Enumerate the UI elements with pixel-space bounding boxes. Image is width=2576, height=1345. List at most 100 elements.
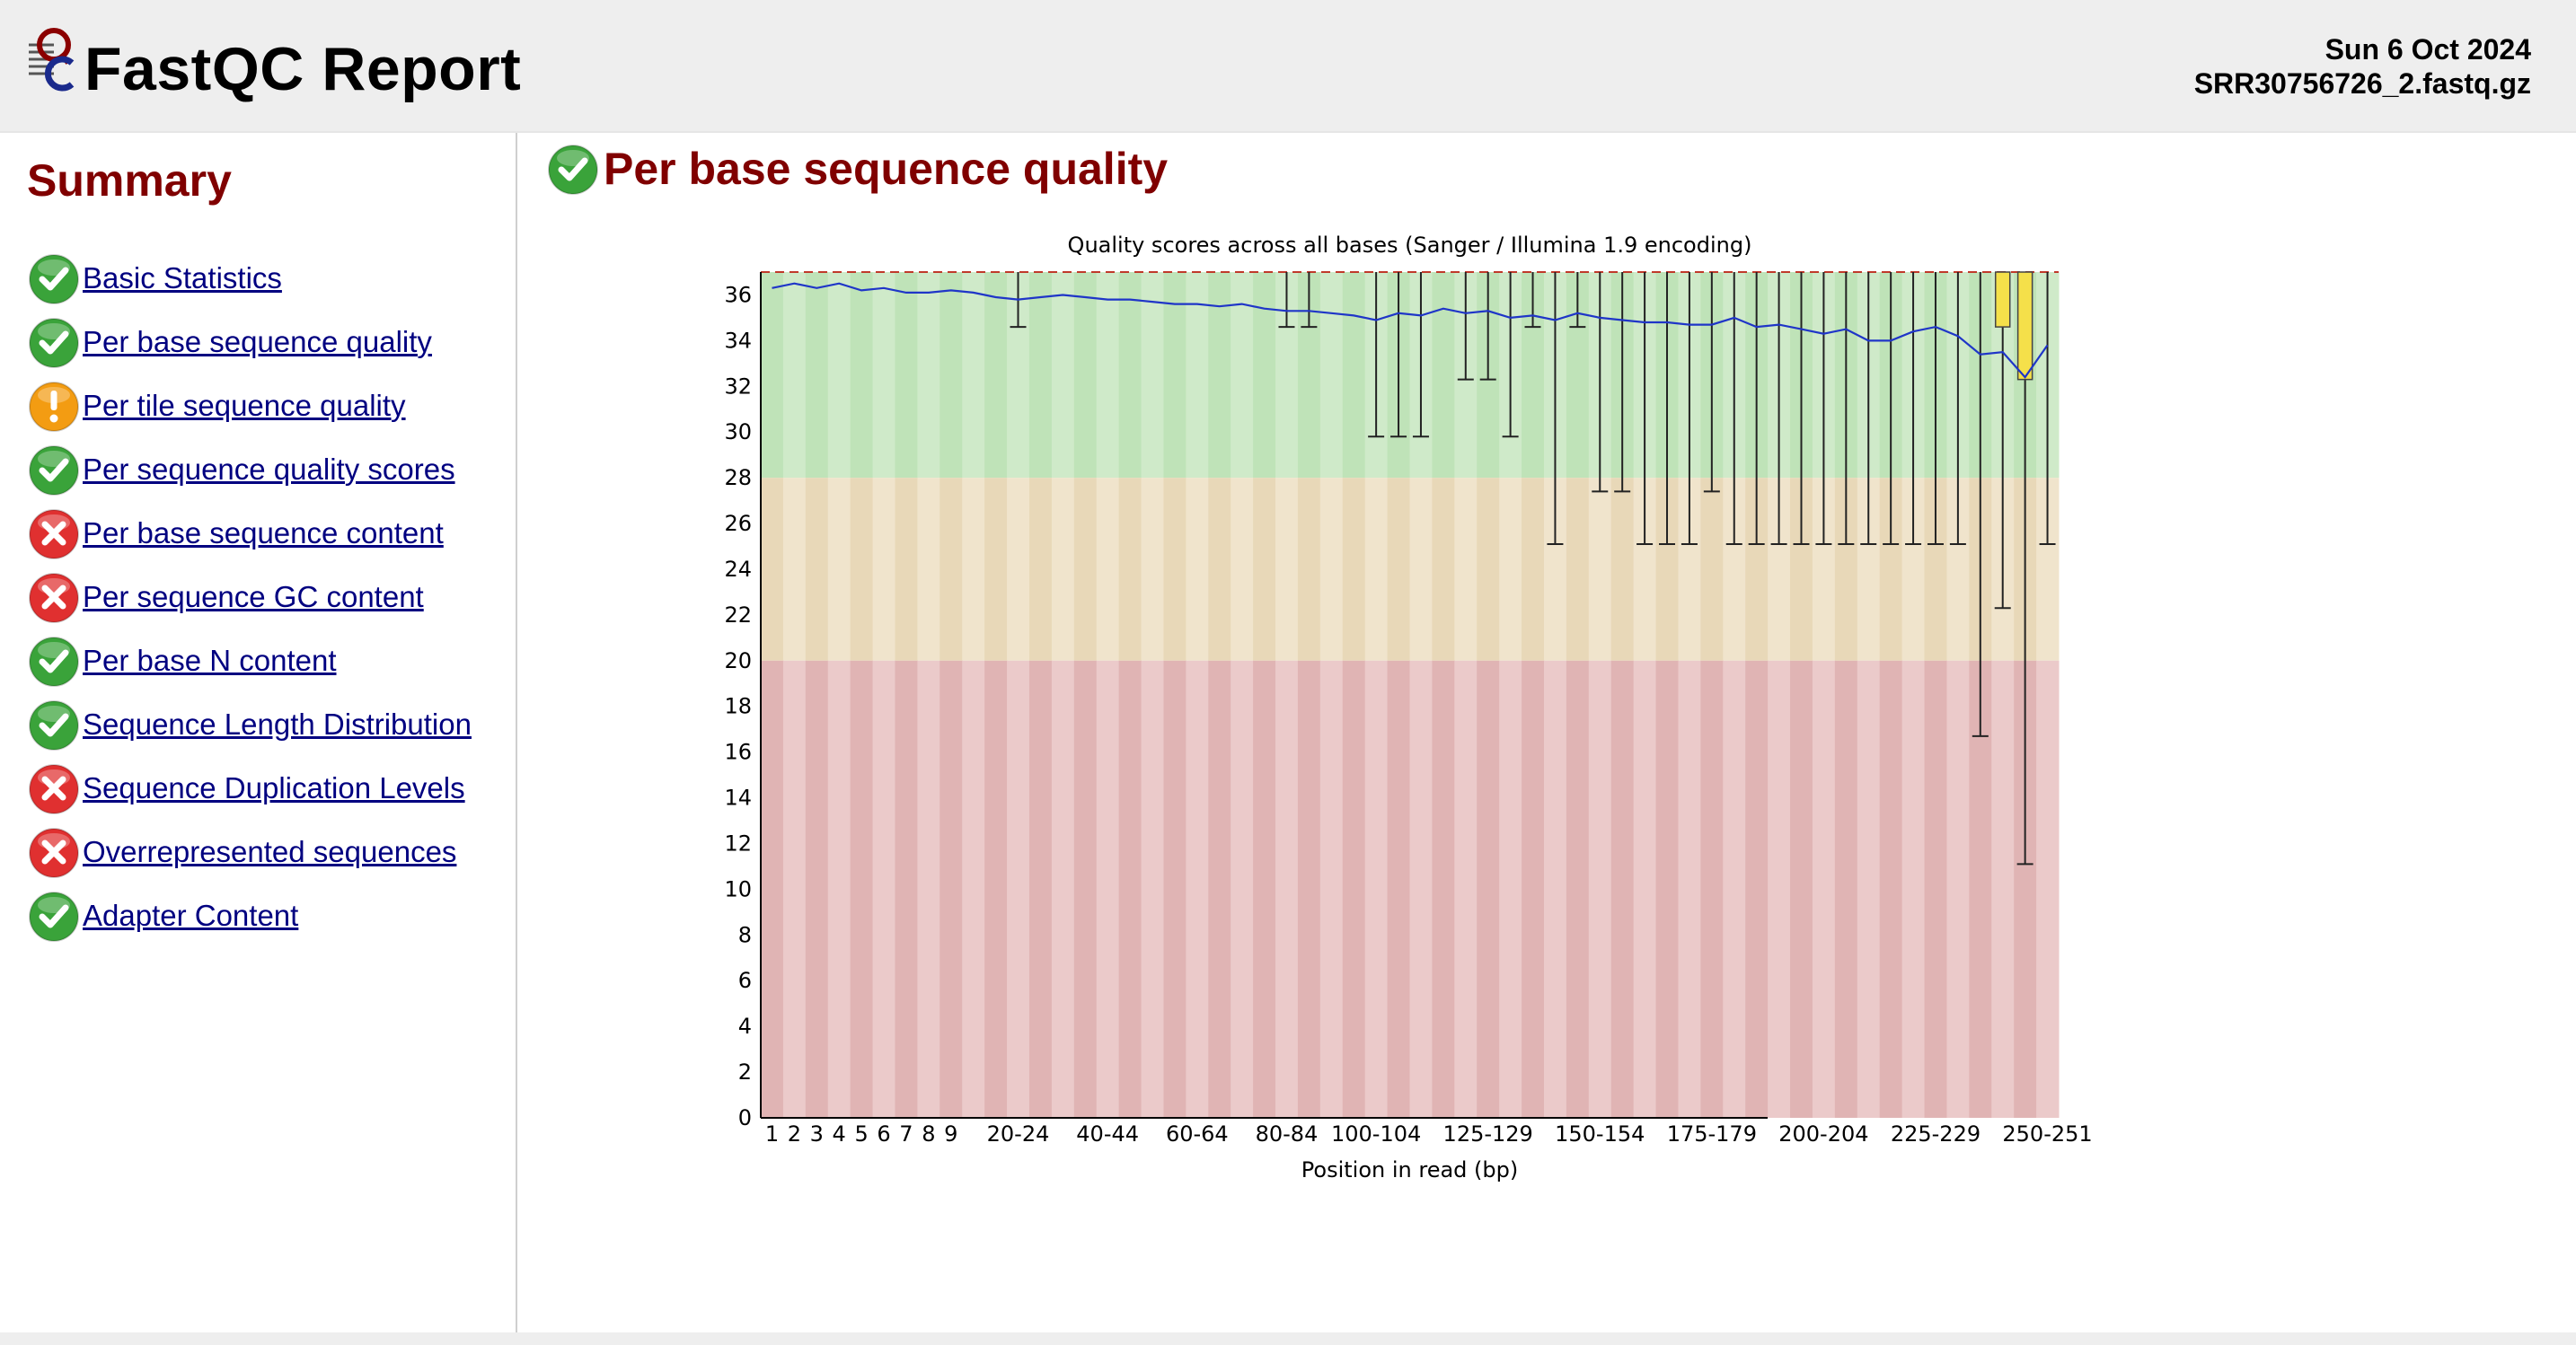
band-red (1319, 660, 1344, 1118)
module-link-overrepresented-sequences[interactable]: Overrepresented sequences (83, 834, 457, 868)
y-tick-label: 14 (724, 786, 752, 811)
band-orange (1477, 478, 1500, 661)
band-orange (827, 478, 851, 661)
band-orange (1588, 478, 1612, 661)
x-tick-label: 100-104 (1331, 1121, 1421, 1147)
band-red (1364, 660, 1389, 1118)
band-orange (1208, 478, 1231, 661)
band-green (1118, 272, 1142, 479)
band-red (1745, 660, 1769, 1118)
band-orange (1028, 478, 1053, 661)
band-red (1163, 660, 1187, 1118)
pass-check-icon (27, 698, 81, 752)
band-green (1163, 272, 1187, 479)
band-red (1924, 660, 1947, 1118)
module-item: Basic Statistics (27, 246, 472, 310)
y-tick-label: 8 (738, 922, 752, 947)
module-link-per-sequence-quality-scores[interactable]: Per sequence quality scores (83, 452, 455, 486)
x-tick-label: 8 (922, 1121, 935, 1147)
module-link-per-tile-sequence-quality[interactable]: Per tile sequence quality (83, 388, 406, 422)
band-green (1231, 272, 1254, 479)
band-orange (1522, 478, 1545, 661)
band-orange (1231, 478, 1254, 661)
band-orange (782, 478, 807, 661)
band-red (2036, 660, 2060, 1118)
band-red (1253, 660, 1276, 1118)
band-red (1790, 660, 1813, 1118)
module-link-per-base-sequence-content[interactable]: Per base sequence content (83, 515, 444, 549)
warn-exclamation-icon (27, 379, 81, 433)
quartile-box (1994, 271, 2011, 328)
band-red (1231, 660, 1254, 1118)
band-red (1723, 660, 1746, 1118)
band-green (917, 272, 940, 479)
band-red (1186, 660, 1209, 1118)
x-tick-label: 2 (788, 1121, 801, 1147)
module-link-adapter-content[interactable]: Adapter Content (83, 898, 299, 932)
band-orange (1073, 478, 1098, 661)
pass-check-icon (27, 315, 81, 369)
band-orange (895, 478, 918, 661)
band-red (872, 660, 895, 1118)
band-red (1096, 660, 1120, 1118)
band-green (1208, 272, 1231, 479)
y-tick-label: 26 (724, 511, 752, 536)
band-orange (1163, 478, 1187, 661)
band-green (827, 272, 851, 479)
band-red (1857, 660, 1881, 1118)
band-green (761, 272, 784, 479)
x-tick-label: 200-204 (1778, 1121, 1868, 1147)
x-tick-label: 225-229 (1891, 1121, 1981, 1147)
module-link-per-sequence-gc-content[interactable]: Per sequence GC content (83, 579, 424, 613)
band-orange (917, 478, 940, 661)
x-tick-label: 7 (899, 1121, 913, 1147)
x-tick-label: 20-24 (987, 1121, 1050, 1147)
y-tick-label: 22 (724, 602, 752, 628)
band-red (1007, 660, 1030, 1118)
band-green (984, 272, 1008, 479)
band-red (1275, 660, 1299, 1118)
band-red (1700, 660, 1724, 1118)
report-info: Sun 6 Oct 2024 SRR30756726_2.fastq.gz (2194, 32, 2531, 101)
band-green (1319, 272, 1344, 479)
band-orange (984, 478, 1008, 661)
band-red (1208, 660, 1231, 1118)
pass-check-icon (27, 251, 81, 305)
module-link-sequence-duplication-levels[interactable]: Sequence Duplication Levels (83, 770, 465, 804)
band-red (940, 660, 963, 1118)
x-tick-label: 60-64 (1166, 1121, 1229, 1147)
band-orange (1007, 478, 1030, 661)
y-tick-label: 36 (724, 282, 752, 307)
x-tick-label: 80-84 (1256, 1121, 1319, 1147)
band-red (1454, 660, 1478, 1118)
band-orange (1186, 478, 1209, 661)
band-green (1432, 272, 1455, 479)
band-red (1543, 660, 1567, 1118)
band-green (1186, 272, 1209, 479)
band-orange (1051, 478, 1075, 661)
fail-cross-icon (27, 825, 81, 879)
y-tick-label: 28 (724, 465, 752, 490)
module-link-per-base-sequence-quality[interactable]: Per base sequence quality (83, 324, 432, 358)
band-green (872, 272, 895, 479)
module-link-basic-statistics[interactable]: Basic Statistics (83, 260, 282, 294)
main-content: Per base sequence quality 0 2 4 6 8 10 12 14 16 1… (517, 133, 2576, 1332)
module-item: Adapter Content (27, 883, 472, 947)
module-list: Basic Statistics Per base sequence quali… (27, 246, 472, 947)
footer-bar (0, 1332, 2576, 1345)
module-link-per-base-n-content[interactable]: Per base N content (83, 643, 337, 677)
fail-cross-icon (27, 761, 81, 815)
y-tick-label: 34 (724, 328, 752, 353)
band-orange (1118, 478, 1142, 661)
y-tick-label: 24 (724, 557, 752, 582)
band-orange (1364, 478, 1389, 661)
band-red (1812, 660, 1836, 1118)
y-tick-label: 6 (738, 968, 752, 993)
band-red (1141, 660, 1164, 1118)
band-orange (1432, 478, 1455, 661)
module-link-sequence-length-distribution[interactable]: Sequence Length Distribution (83, 707, 472, 741)
band-orange (1387, 478, 1410, 661)
band-green (1253, 272, 1276, 479)
band-orange (940, 478, 963, 661)
